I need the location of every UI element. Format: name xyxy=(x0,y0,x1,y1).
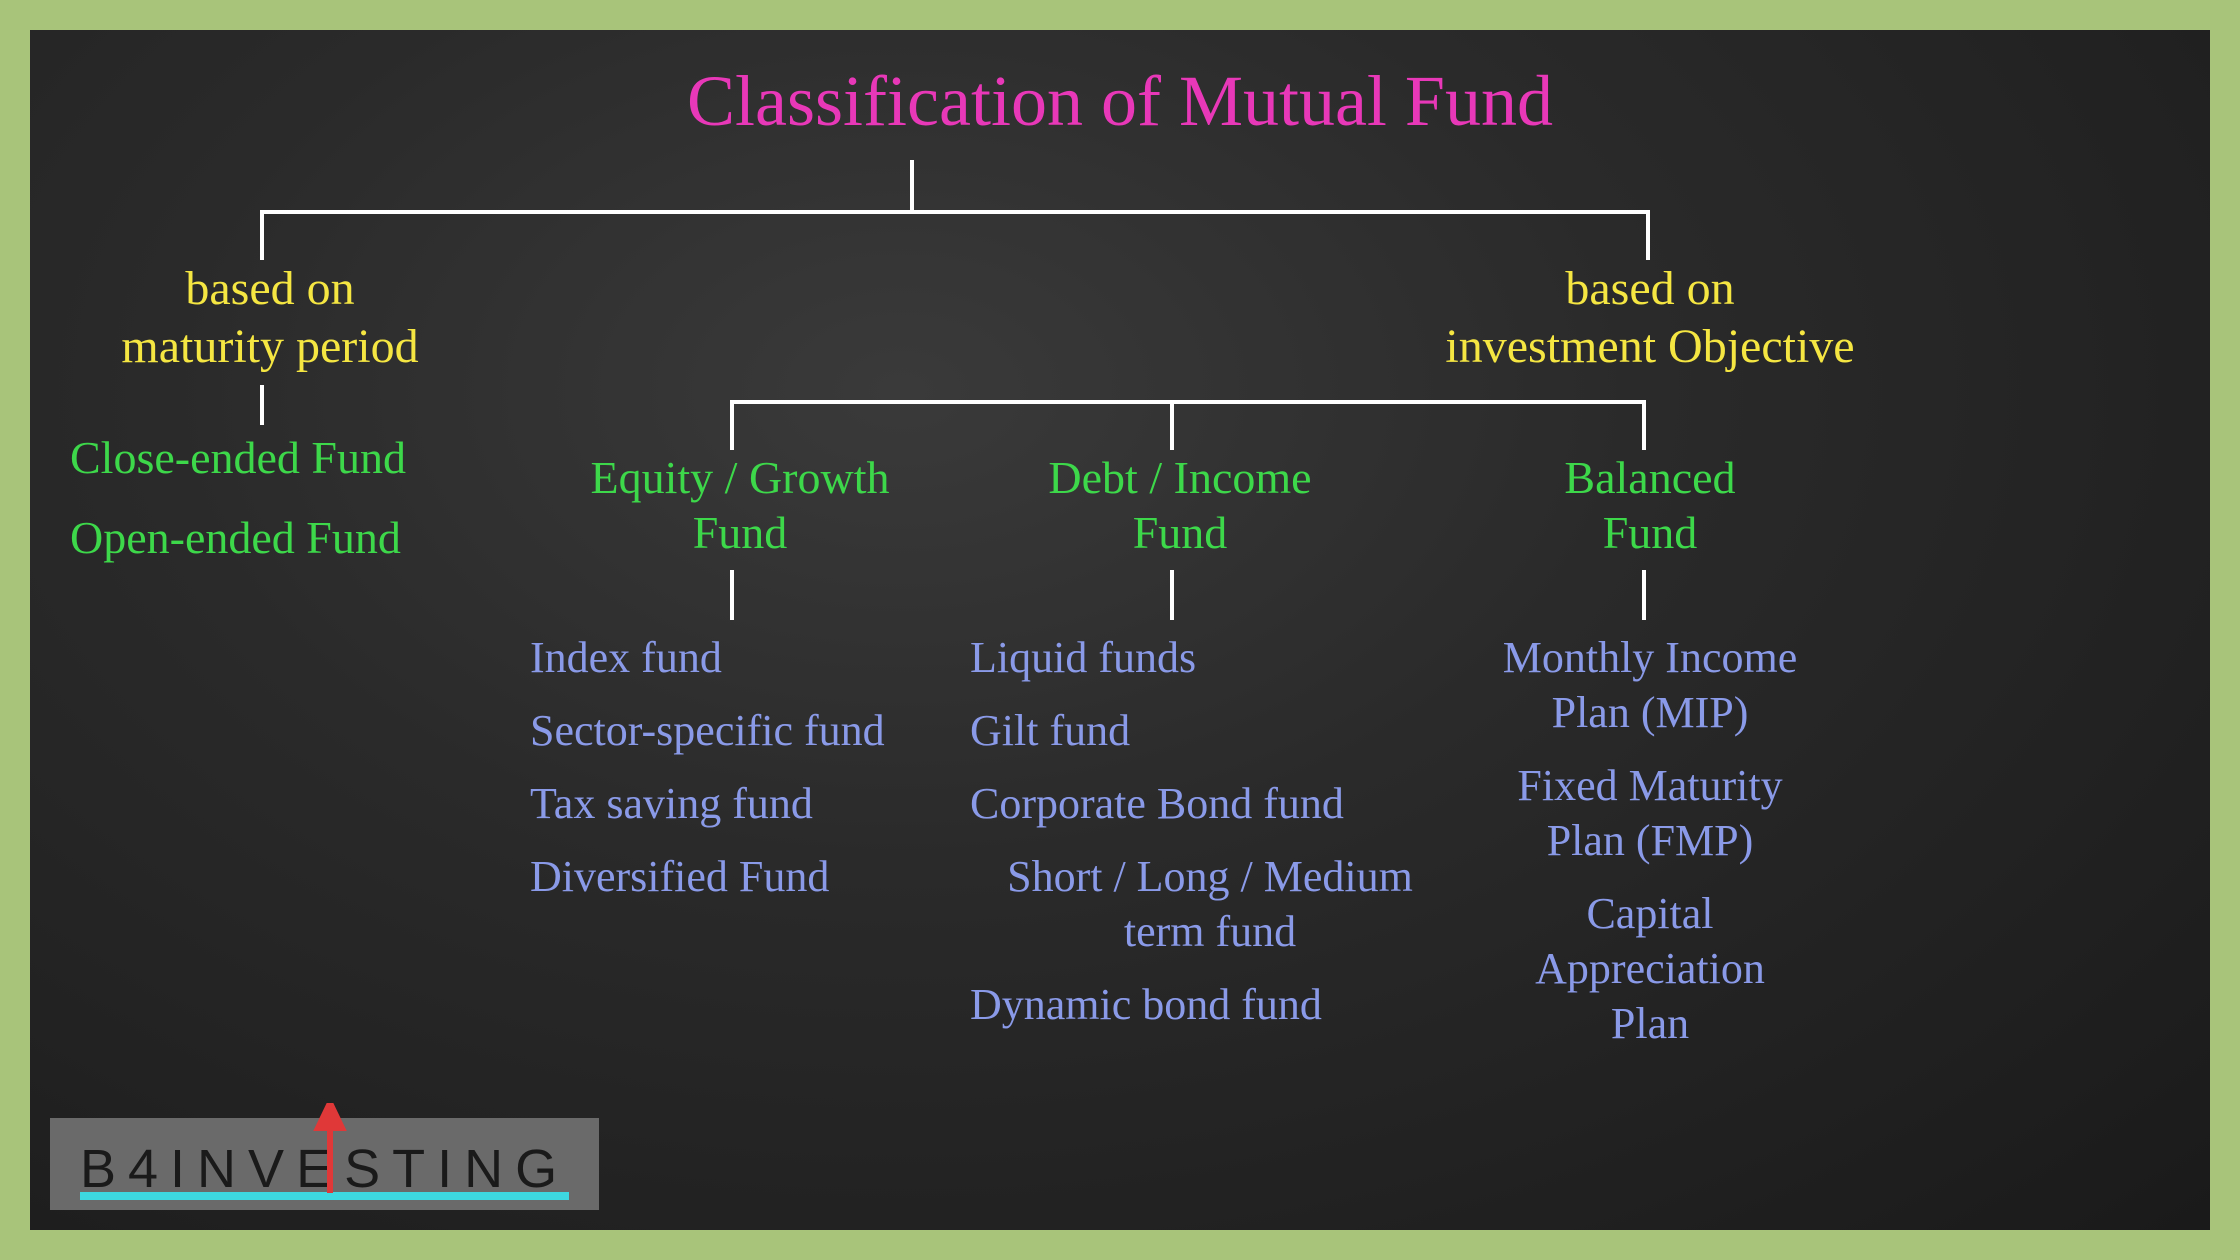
leaf-item: Index fund xyxy=(530,630,960,685)
leaf-item: CapitalAppreciationPlan xyxy=(1450,886,1850,1051)
category-maturity: based on maturity period xyxy=(90,260,450,375)
leaf-item: Gilt fund xyxy=(970,703,1450,758)
subcat-label-line2: Fund xyxy=(693,507,788,558)
connector-line xyxy=(260,210,1650,214)
leaf-item: Short / Long / Mediumterm fund xyxy=(970,849,1450,959)
connector-line xyxy=(1646,210,1650,260)
leaf-text: CapitalAppreciationPlan xyxy=(1535,889,1765,1048)
leaf-balanced-list: Monthly IncomePlan (MIP) Fixed MaturityP… xyxy=(1450,630,1850,1069)
subcat-label-line1: Equity / Growth xyxy=(591,452,890,503)
subcat-label-line2: Fund xyxy=(1133,507,1228,558)
leaf-item: Liquid funds xyxy=(970,630,1450,685)
chalkboard: Classification of Mutual Fund based on m… xyxy=(30,30,2210,1230)
arrow-up-icon xyxy=(310,1103,350,1193)
connector-line xyxy=(260,385,264,425)
leaf-item: Monthly IncomePlan (MIP) xyxy=(1450,630,1850,740)
connector-line xyxy=(1642,400,1646,450)
leaf-item: Sector-specific fund xyxy=(530,703,960,758)
logo-badge: B4INVESTING xyxy=(50,1118,599,1210)
category-label-line1: based on xyxy=(185,262,354,315)
subcat-label-line1: Balanced xyxy=(1564,452,1735,503)
subcat-label-line1: Debt / Income xyxy=(1048,452,1311,503)
subcat-label-line2: Fund xyxy=(1603,507,1698,558)
subcat-closed-ended: Close-ended Fund xyxy=(70,430,490,485)
leaf-text: Monthly IncomePlan (MIP) xyxy=(1503,633,1798,737)
leaf-debt-list: Liquid funds Gilt fund Corporate Bond fu… xyxy=(970,630,1450,1050)
connector-line xyxy=(910,160,914,210)
connector-line xyxy=(1642,570,1646,620)
leaf-text: Short / Long / Mediumterm fund xyxy=(1007,852,1413,956)
leaf-item: Fixed MaturityPlan (FMP) xyxy=(1450,758,1850,868)
leaf-text: Fixed MaturityPlan (FMP) xyxy=(1517,761,1782,865)
leaf-equity-list: Index fund Sector-specific fund Tax savi… xyxy=(530,630,960,922)
category-label-line1: based on xyxy=(1565,262,1734,315)
leaf-item: Dynamic bond fund xyxy=(970,977,1450,1032)
connector-line xyxy=(730,570,734,620)
subcat-open-ended: Open-ended Fund xyxy=(70,510,490,565)
connector-line xyxy=(260,210,264,260)
subcat-debt-income: Debt / Income Fund xyxy=(1000,450,1360,560)
category-investment-objective: based on investment Objective xyxy=(1410,260,1890,375)
category-label-line2: investment Objective xyxy=(1445,320,1854,373)
connector-line xyxy=(1170,400,1174,450)
leaf-item: Tax saving fund xyxy=(530,776,960,831)
connector-line xyxy=(730,400,734,450)
connector-line xyxy=(730,400,1646,404)
leaf-item: Diversified Fund xyxy=(530,849,960,904)
subcat-equity-growth: Equity / Growth Fund xyxy=(550,450,930,560)
diagram-title: Classification of Mutual Fund xyxy=(30,30,2210,143)
leaf-item: Corporate Bond fund xyxy=(970,776,1450,831)
connector-line xyxy=(1170,570,1174,620)
subcat-balanced: Balanced Fund xyxy=(1510,450,1790,560)
category-label-line2: maturity period xyxy=(121,320,418,373)
